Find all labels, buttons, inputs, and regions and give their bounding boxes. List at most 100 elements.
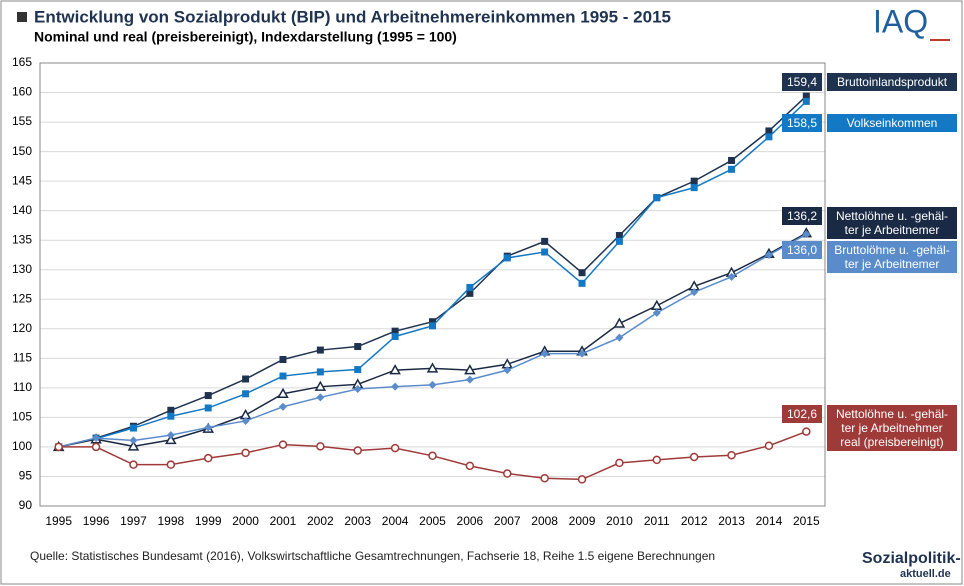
y-tick-label: 145 [12,173,32,187]
marker [578,349,587,358]
marker [353,385,362,394]
marker [167,406,175,414]
marker [615,458,624,468]
marker [242,390,250,398]
series-label: Nettolöhne u. -gehäl- ter je Arbeitnemer [827,207,957,239]
marker [204,423,213,432]
marker [464,364,476,375]
marker [802,92,810,100]
x-tick-label: 2010 [606,514,633,528]
marker [690,184,698,192]
x-tick-label: 2007 [494,514,521,528]
marker [728,156,736,164]
marker [466,289,474,297]
y-tick-label: 110 [13,380,32,394]
marker [465,461,475,471]
y-tick-label: 130 [12,262,32,276]
y-tick-label: 105 [12,410,32,424]
marker [354,366,362,374]
marker [465,375,474,384]
marker [54,442,63,452]
x-tick-label: 2005 [419,514,446,528]
series-line [58,95,807,448]
marker [689,452,699,462]
x-tick-label: 2013 [718,514,745,528]
plot-border [39,62,826,507]
y-tick-label: 160 [12,85,32,99]
marker [390,443,400,453]
marker [503,366,512,375]
marker [802,97,810,105]
marker [129,424,137,432]
marker [166,431,175,440]
marker [203,453,213,463]
marker [578,269,586,277]
marker [391,382,400,391]
y-tick-label: 150 [12,144,32,158]
marker [167,412,175,420]
x-tick-label: 2004 [382,514,409,528]
series-label: Bruttoinlandsprodukt [827,73,957,91]
x-tick-label: 2011 [644,514,670,528]
chart-title: Entwicklung von Sozialprodukt (BIP) und … [34,7,671,26]
marker [466,283,474,291]
marker [727,272,736,281]
value-label: 136,2 [782,207,822,225]
x-tick-label: 1997 [120,514,147,528]
marker [503,469,512,478]
value-label: 102,6 [782,405,822,423]
marker [242,375,250,383]
marker [278,440,288,449]
marker [166,460,176,469]
marker [540,349,549,358]
marker [314,380,327,391]
marker [541,248,549,256]
marker [279,372,287,380]
x-tick-label: 1998 [157,514,184,528]
y-tick-label: 95 [19,469,33,483]
x-tick-label: 1996 [83,514,110,528]
marker [165,433,177,445]
marker [129,436,138,445]
x-tick-label: 2012 [681,514,708,528]
chart-subtitle: Nominal und real (preisbereinigt), Index… [34,29,457,45]
marker [277,387,289,399]
marker [690,177,698,185]
y-tick-label: 100 [12,439,32,453]
logo-sp: Sozialpolitik- [862,550,961,567]
x-tick-label: 2015 [793,514,820,528]
y-tick-label: 90 [19,498,33,512]
x-tick-label: 2014 [756,514,783,528]
marker [92,434,101,443]
marker [429,322,436,330]
y-tick-label: 125 [12,291,32,305]
value-label: 136,0 [782,241,822,259]
marker [540,473,549,483]
value-label: 158,5 [782,114,822,132]
marker [613,317,626,328]
marker [428,451,437,461]
x-tick-label: 1999 [195,514,222,528]
marker [391,327,399,335]
x-tick-label: 2003 [344,514,371,528]
y-tick-label: 135 [12,232,32,246]
marker [316,442,325,451]
marker [728,165,736,173]
marker [127,440,140,451]
marker [91,442,101,452]
series-line [58,100,807,448]
marker [503,254,511,262]
series-label: Volkseinkommen [827,114,957,132]
marker [129,460,138,469]
marker [353,446,362,455]
x-tick-label: 2009 [569,514,596,528]
series-label: Bruttolöhne u. -gehäl- ter je Arbeitneme… [827,241,957,273]
marker [651,299,663,311]
marker [426,362,439,373]
x-tick-label: 2002 [307,514,334,528]
marker [802,427,811,436]
marker [316,393,325,402]
